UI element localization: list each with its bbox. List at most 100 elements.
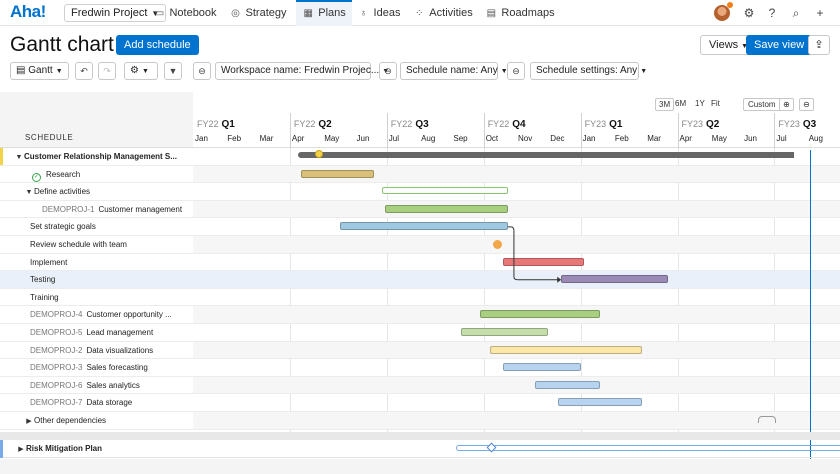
schedule-row[interactable]: ▼ Customer Relationship Management S... <box>0 148 840 166</box>
schedule-row[interactable]: DEMOPROJ-5 Lead management <box>0 324 840 342</box>
chevron-down-icon: ▼ <box>55 68 63 75</box>
workspace-filter[interactable]: Workspace name: Fredwin Projec... ▼ <box>215 62 389 80</box>
risk-row-label: ▶ Risk Mitigation Plan <box>0 440 193 459</box>
gantt-bar[interactable] <box>480 310 600 319</box>
tab-roadmaps[interactable]: ▤ Roadmaps <box>484 0 556 26</box>
expand-icon[interactable]: ▶ <box>26 418 32 425</box>
quarter-divider <box>386 113 388 148</box>
schedule-column-header: SCHEDULE <box>0 92 193 148</box>
activities-icon: ⁘ <box>415 8 424 19</box>
gear-icon: ⚙ <box>130 65 139 76</box>
gantt-bar[interactable] <box>301 169 374 178</box>
settings-menu[interactable]: ⚙ ▼ <box>124 62 158 80</box>
schedule-row[interactable]: Set strategic goals <box>0 218 840 236</box>
aha-logo[interactable]: Aha! <box>10 2 46 21</box>
month-label: Mar <box>259 134 274 143</box>
views-button[interactable]: Views ▼ <box>700 35 758 55</box>
gantt-bar[interactable] <box>461 328 549 336</box>
gantt-bar[interactable] <box>490 345 642 354</box>
search-icon[interactable]: ⌕ <box>792 6 800 20</box>
schedule-row[interactable]: Implement <box>0 254 840 272</box>
record-key: DEMOPROJ-1 <box>42 204 95 214</box>
gantt-bar[interactable] <box>561 275 668 284</box>
project-selector[interactable]: Fredwin Project ▼ <box>64 4 167 22</box>
schedule-row[interactable]: DEMOPROJ-3 Sales forecasting <box>0 359 840 377</box>
help-icon[interactable]: ? <box>768 6 776 20</box>
expand-icon[interactable]: ▶ <box>18 446 24 453</box>
redo-icon[interactable]: ↷ <box>98 62 116 80</box>
gear-icon[interactable]: ⚙ <box>743 6 755 20</box>
filter-icon[interactable]: ▼ <box>164 62 182 80</box>
schedule-row[interactable]: Training <box>0 289 840 307</box>
schedule-row[interactable]: ▼ Define activities <box>0 183 840 201</box>
risk-plan-summary-bar[interactable] <box>456 445 840 451</box>
collapse-icon[interactable]: ▼ <box>15 154 23 161</box>
chevron-down-icon: ▼ <box>640 68 648 75</box>
tab-label: Roadmaps <box>501 7 555 19</box>
record-key: DEMOPROJ-5 <box>30 328 83 337</box>
add-schedule-button[interactable]: Add schedule <box>116 35 199 55</box>
month-label: Sep <box>453 134 468 143</box>
schedule-row[interactable]: DEMOPROJ-4 Customer opportunity ... <box>0 306 840 324</box>
schedule-row[interactable]: ✓ Research <box>0 165 840 184</box>
row-name: Define activities <box>34 187 91 197</box>
record-key: DEMOPROJ-7 <box>30 398 83 408</box>
schedule-row[interactable]: DEMOPROJ-7 Data storage <box>0 394 840 412</box>
schedule-row[interactable]: DEMOPROJ-1 Customer management <box>0 200 840 219</box>
page-title: Gantt chart <box>10 33 114 56</box>
row-name: Research <box>46 169 81 179</box>
row-label: ▼ Customer Relationship Management S... <box>0 148 193 165</box>
zoom-in-icon[interactable]: ⊕ <box>779 98 794 111</box>
avatar[interactable] <box>714 5 730 21</box>
schedule-row[interactable]: ▶ Other dependencies <box>0 412 840 430</box>
milestone-marker[interactable] <box>314 150 323 158</box>
gantt-bar[interactable] <box>503 257 584 266</box>
row-label: Training <box>0 289 193 306</box>
tab-plans[interactable]: ▦ Plans <box>296 0 352 26</box>
share-icon[interactable]: ⇪ <box>808 35 830 55</box>
month-label: May <box>324 134 340 143</box>
tab-label: Plans <box>318 7 346 19</box>
schedule-row-risk-mitigation[interactable]: ▶ Risk Mitigation Plan <box>0 440 840 458</box>
view-select[interactable]: ▤ Gantt ▼ <box>10 62 69 80</box>
milestone-marker[interactable] <box>492 240 502 249</box>
tab-notebook[interactable]: ▭ Notebook <box>150 0 220 26</box>
gantt-bar[interactable] <box>557 398 642 407</box>
collapsed-group-handle[interactable] <box>758 416 776 423</box>
tab-strategy[interactable]: ◎ Strategy <box>227 0 289 26</box>
plus-icon[interactable]: + <box>816 6 824 20</box>
gantt-bar[interactable] <box>503 363 581 372</box>
group-summary-bar[interactable] <box>297 152 794 158</box>
remove-filter-icon[interactable]: ⊖ <box>507 62 525 80</box>
zoom-option-3m[interactable]: 3M <box>655 98 675 111</box>
tab-activities[interactable]: ⁘ Activities <box>412 0 474 26</box>
schedule-row[interactable]: Review schedule with team <box>0 236 840 254</box>
row-name: Set strategic goals <box>30 222 96 232</box>
schedule-row[interactable]: DEMOPROJ-6 Sales analytics <box>0 376 840 395</box>
remove-filter-icon[interactable]: ⊖ <box>379 62 397 80</box>
undo-icon[interactable]: ↶ <box>75 62 93 80</box>
schedule-name-filter[interactable]: Schedule name: Any ▼ <box>400 62 508 80</box>
chevron-down-icon: ▼ <box>382 68 390 75</box>
views-label: Views <box>709 39 739 51</box>
gantt-bar[interactable] <box>381 187 508 195</box>
gantt-bar[interactable] <box>385 204 508 213</box>
gantt-bar[interactable] <box>339 222 508 231</box>
quarter-number: Q3 <box>802 119 817 130</box>
schedule-row[interactable]: DEMOPROJ-2 Data visualizations <box>0 341 840 360</box>
schedule-row[interactable]: Testing <box>0 271 840 289</box>
gantt-bar[interactable] <box>535 380 600 389</box>
schedule-settings-filter[interactable]: Schedule settings: Any ▼ <box>530 62 647 80</box>
zoom-out-icon[interactable]: ⊖ <box>799 98 814 111</box>
save-view-button[interactable]: Save view <box>746 35 813 55</box>
collapse-icon[interactable]: ▼ <box>25 189 33 197</box>
remove-filter-icon[interactable]: ⊖ <box>193 62 211 80</box>
zoom-option-fit[interactable]: Fit <box>711 99 720 108</box>
view-select-label: Gantt <box>28 65 53 76</box>
zoom-option-6m[interactable]: 6M <box>675 99 687 108</box>
row-color-marker <box>0 148 3 165</box>
tab-ideas[interactable]: ♁ Ideas <box>356 0 402 26</box>
row-name: Implement <box>30 257 68 267</box>
zoom-option-1y[interactable]: 1Y <box>695 99 705 108</box>
